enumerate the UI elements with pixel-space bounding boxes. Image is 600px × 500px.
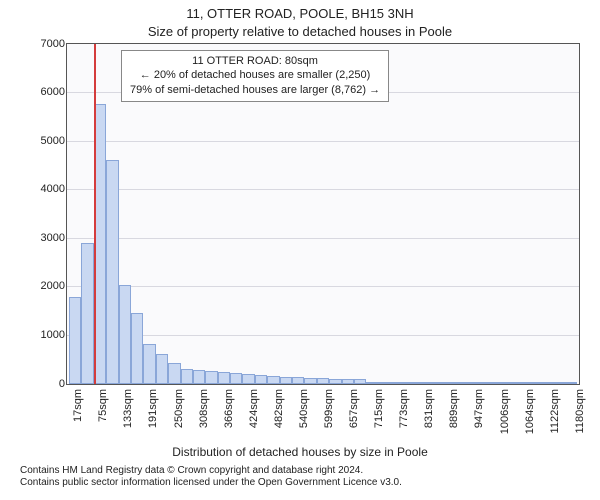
x-tick-label: 773sqm: [398, 389, 410, 428]
x-tick-label: 947sqm: [473, 389, 485, 428]
histogram-bar: [342, 379, 354, 384]
histogram-bar: [119, 285, 131, 383]
histogram-bar: [416, 382, 428, 384]
y-tick-label: 3000: [17, 232, 65, 244]
x-tick-label: 889sqm: [448, 389, 460, 428]
y-tick-label: 0: [17, 378, 65, 390]
histogram-bar: [565, 382, 577, 384]
histogram-bar: [143, 344, 155, 384]
x-tick-label: 831sqm: [423, 389, 435, 428]
title-line-1: 11, OTTER ROAD, POOLE, BH15 3NH: [10, 6, 590, 22]
histogram-bar: [453, 382, 465, 384]
legend-box: 11 OTTER ROAD: 80sqm ← 20% of detached h…: [121, 50, 389, 103]
marker-line: [94, 44, 96, 384]
histogram-bar: [379, 382, 391, 384]
histogram-bar: [428, 382, 440, 384]
x-tick-label: 1006sqm: [499, 389, 511, 434]
histogram-bar: [515, 382, 527, 384]
y-tick-label: 5000: [17, 135, 65, 147]
x-tick-label: 133sqm: [122, 389, 134, 428]
histogram-bar: [181, 369, 193, 384]
histogram-bar: [230, 373, 242, 383]
histogram-bar: [466, 382, 478, 384]
x-axis-label: Distribution of detached houses by size …: [10, 445, 590, 459]
histogram-bar: [366, 382, 378, 384]
x-tick-label: 17sqm: [72, 389, 84, 422]
x-tick-label: 599sqm: [323, 389, 335, 428]
x-tick-label: 308sqm: [198, 389, 210, 428]
x-tick-label: 715sqm: [373, 389, 385, 428]
histogram-bar: [304, 378, 316, 384]
legend-line-3: 79% of semi-detached houses are larger (…: [130, 83, 380, 98]
histogram-bar: [267, 376, 279, 384]
histogram-bar: [391, 382, 403, 384]
x-tick-label: 657sqm: [348, 389, 360, 428]
y-tick-label: 4000: [17, 183, 65, 195]
footer: Contains HM Land Registry data © Crown c…: [20, 465, 590, 490]
histogram-bar: [81, 243, 93, 384]
y-axis-wrap: 01000200030004000500060007000: [11, 44, 67, 384]
plot-area: 01000200030004000500060007000 Number of …: [66, 43, 580, 385]
y-tick-label: 2000: [17, 280, 65, 292]
x-tick-label: 75sqm: [97, 389, 109, 422]
histogram-bar: [131, 313, 143, 383]
x-tick-group: 17sqm 75sqm 133sqm 191sqm 250sqm 308sqm 366sqm…: [66, 385, 580, 445]
x-tick-label: 424sqm: [248, 389, 260, 428]
x-tick-label: 1064sqm: [524, 389, 536, 434]
histogram-bar: [255, 375, 267, 384]
footer-line-2: Contains public sector information licen…: [20, 477, 590, 490]
histogram-bar: [404, 382, 416, 384]
footer-line-1: Contains HM Land Registry data © Crown c…: [20, 465, 590, 478]
histogram-bar: [106, 160, 118, 383]
y-tick-label: 1000: [17, 329, 65, 341]
chart-container: 11, OTTER ROAD, POOLE, BH15 3NH Size of …: [0, 0, 600, 500]
histogram-bar: [69, 297, 81, 383]
legend-line-1: 11 OTTER ROAD: 80sqm: [130, 54, 380, 69]
histogram-bar: [242, 374, 254, 383]
legend-line-2: ← 20% of detached houses are smaller (2,…: [130, 68, 380, 83]
title-line-2: Size of property relative to detached ho…: [10, 24, 590, 39]
histogram-bar: [441, 382, 453, 384]
y-tick-label: 6000: [17, 86, 65, 98]
histogram-bar: [156, 354, 168, 383]
histogram-bar: [329, 379, 341, 384]
x-tick-label: 482sqm: [273, 389, 285, 428]
histogram-bar: [354, 379, 366, 384]
x-tick-label: 366sqm: [223, 389, 235, 428]
y-tick-label: 7000: [17, 38, 65, 50]
histogram-bar: [193, 370, 205, 383]
histogram-bar: [292, 377, 304, 383]
histogram-bar: [218, 372, 230, 383]
histogram-bar: [280, 377, 292, 384]
histogram-bar: [490, 382, 502, 384]
x-tick-label: 191sqm: [147, 389, 159, 428]
x-tick-label: 540sqm: [298, 389, 310, 428]
x-tick-label: 1122sqm: [549, 389, 561, 433]
histogram-bar: [317, 378, 329, 383]
x-tick-label: 250sqm: [173, 389, 185, 428]
histogram-bar: [205, 371, 217, 383]
x-tick-label: 1180sqm: [574, 389, 586, 433]
histogram-bar: [168, 363, 180, 383]
histogram-bar: [540, 382, 552, 384]
histogram-bar: [503, 382, 515, 384]
histogram-bar: [552, 382, 564, 384]
histogram-bar: [527, 382, 539, 384]
histogram-bar: [478, 382, 490, 384]
